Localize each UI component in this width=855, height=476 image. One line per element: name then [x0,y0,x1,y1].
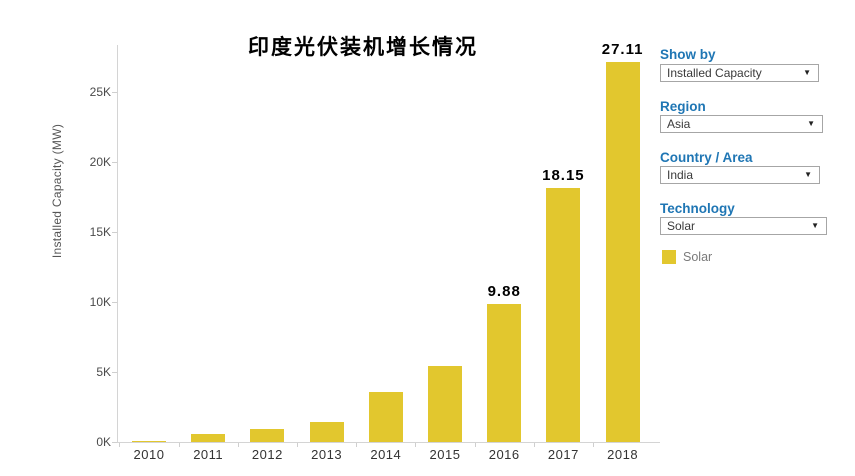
x-tick-mark [297,443,298,447]
technology-value: Solar [667,219,696,233]
y-tick-mark [112,442,117,443]
region-dropdown[interactable]: Asia ▼ [660,115,823,133]
y-tick-label-10K: 10K [89,295,111,309]
caret-down-icon: ▼ [811,221,819,230]
caret-down-icon: ▼ [803,68,811,77]
x-tick-mark [533,443,535,447]
x-tick-mark [237,443,239,447]
bar-value-label-2017: 18.15 [542,166,585,184]
y-tick-label-0K: 0K [96,435,111,449]
y-tick-mark [112,372,117,373]
x-tick-mark [474,443,476,447]
y-tick-label-20K: 20K [89,155,111,169]
bar-value-label-2018: 27.11 [601,41,644,59]
bar-2012[interactable] [250,428,285,442]
y-tick-label-25K: 25K [89,85,111,99]
x-tick-label-2011: 2011 [193,447,224,462]
x-tick-mark [415,443,417,447]
bar-value-label-2016: 9.88 [487,282,521,300]
bar-2018[interactable] [605,62,640,442]
bar-2016[interactable] [487,303,522,442]
bar-2011[interactable] [191,434,226,442]
country-area-dropdown[interactable]: India ▼ [660,166,820,184]
x-tick-label-2012: 2012 [251,447,283,462]
x-tick-label-2018: 2018 [607,447,639,462]
x-tick-label-2014: 2014 [370,447,402,462]
filter-label-region: Region [660,99,706,114]
y-tick-label-15K: 15K [89,225,111,239]
x-tick-mark [356,443,358,447]
legend-swatch [662,250,676,264]
x-tick-label-2010: 2010 [133,447,165,462]
bar-2010[interactable] [132,440,166,442]
legend-label: Solar [683,250,713,264]
x-tick-label-2016: 2016 [488,447,520,462]
x-tick-label-2013: 2013 [311,447,343,462]
country-area-value: India [667,168,694,182]
show-by-value: Installed Capacity [667,66,762,80]
x-axis-line [117,442,660,443]
bar-2015[interactable] [428,365,462,442]
x-tick-label-2017: 2017 [547,447,579,462]
y-tick-mark [112,232,117,233]
bar-2017[interactable] [546,187,581,442]
chart-title: 印度光伏装机增长情况 [248,36,478,59]
y-tick-mark [112,302,117,303]
caret-down-icon: ▼ [804,170,812,179]
y-tick-mark [112,92,117,93]
y-tick-label-5K: 5K [96,365,111,379]
region-value: Asia [667,117,691,131]
show-by-dropdown[interactable]: Installed Capacity ▼ [660,64,819,82]
x-tick-mark [593,443,594,447]
bar-2013[interactable] [309,421,344,442]
y-tick-mark [112,162,117,163]
filter-label-technology: Technology [660,201,735,216]
caret-down-icon: ▼ [807,119,815,128]
filter-label-show-by: Show by [660,47,716,62]
filter-label-country-area: Country / Area [660,150,753,165]
bar-2014[interactable] [368,392,403,442]
technology-dropdown[interactable]: Solar ▼ [660,217,827,235]
y-axis-line [117,45,118,442]
x-tick-mark [178,443,180,447]
x-tick-label-2015: 2015 [429,447,461,462]
x-tick-mark [119,443,121,447]
legend-item-solar[interactable]: Solar [662,250,712,264]
